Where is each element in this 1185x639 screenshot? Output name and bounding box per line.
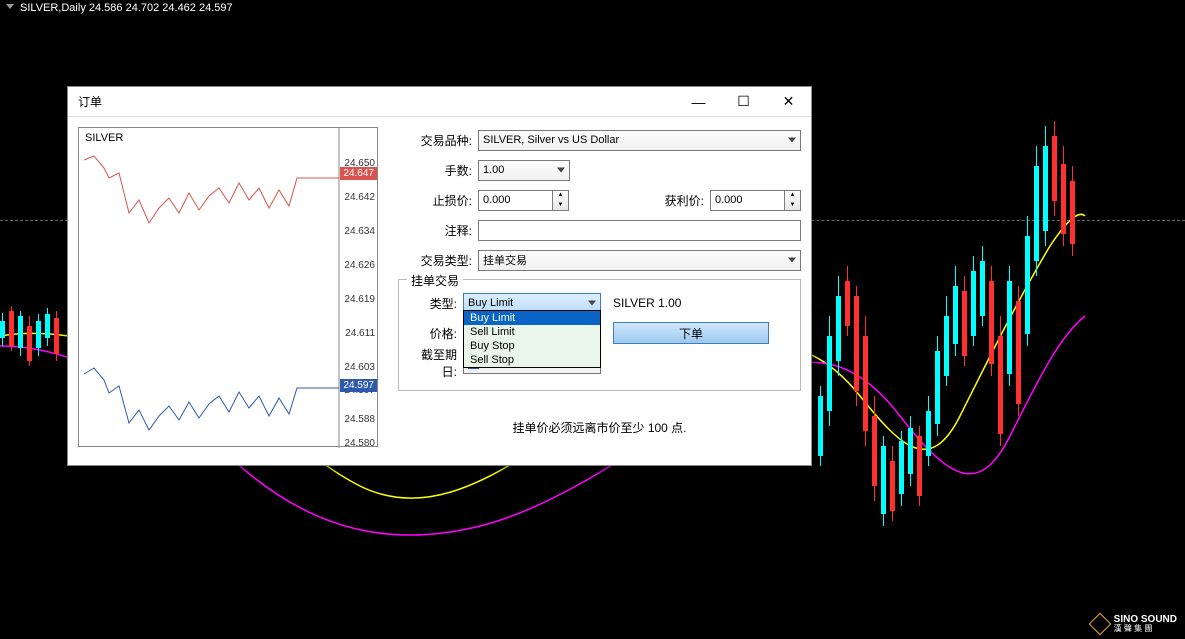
expiry-label: 截至期日: [407,346,463,380]
chart-menu-arrow-icon[interactable] [6,4,14,9]
dialog-titlebar[interactable]: 订单 — ☐ ✕ [68,87,811,117]
submit-order-button[interactable]: 下单 [613,322,769,344]
minimize-button[interactable]: — [676,87,721,117]
caret-down-icon [557,168,565,173]
symbol-label: 交易品种: [398,132,478,149]
chart-symbol-title: SILVER,Daily 24.586 24.702 24.462 24.597 [20,2,233,14]
pendtype-option[interactable]: Buy Stop [464,339,600,353]
pending-order-fieldset: 挂单交易 类型: Buy Limit SILVER 1.00 价格: 下单 [398,279,801,391]
yaxis-tick: 24.603 [344,362,375,373]
price-label: 价格: [407,325,463,342]
lots-value: 1.00 [483,164,504,176]
mini-tick-chart: SILVER 24.65024.64224.63424.62624.61924.… [78,127,378,447]
order-dialog: 订单 — ☐ ✕ SILVER 24.65024.64224.63424.626… [67,86,812,466]
pendtype-option[interactable]: Buy Limit [464,311,600,325]
lots-select[interactable]: 1.00 [478,160,570,181]
caret-down-icon [588,301,596,306]
stoploss-label: 止损价: [398,192,478,209]
takeprofit-input[interactable]: 0.000 [710,190,785,211]
logo-text-line2: 漢 聲 集 團 [1114,625,1177,633]
yaxis-tick: 24.634 [344,226,375,237]
comment-input[interactable] [478,220,801,241]
pendtype-option[interactable]: Sell Stop [464,353,600,367]
logo-mark-icon [1088,613,1111,636]
symbol-select-value: SILVER, Silver vs US Dollar [483,134,619,146]
yaxis-tick: 24.626 [344,260,375,271]
lots-label: 手数: [398,162,478,179]
spinner-buttons[interactable]: ▲▼ [553,190,569,211]
price-tag: 24.647 [340,167,377,180]
pendtype-label: 类型: [407,295,463,312]
yaxis-tick: 24.642 [344,192,375,203]
symbol-select[interactable]: SILVER, Silver vs US Dollar [478,130,801,151]
comment-label: 注释: [398,222,478,239]
stoploss-spinner[interactable]: 0.000 ▲▼ [478,190,569,211]
yaxis-tick: 24.588 [344,414,375,425]
spinner-buttons[interactable]: ▲▼ [785,190,801,211]
pendtype-value: Buy Limit [468,297,513,309]
order-form: 交易品种: SILVER, Silver vs US Dollar 手数: 1.… [378,127,801,455]
stoploss-input[interactable]: 0.000 [478,190,553,211]
pendtype-option[interactable]: Sell Limit [464,325,600,339]
price-tag: 24.597 [340,379,377,392]
order-note-text: 挂单价必须远离市价至少 100 点. [398,419,801,436]
takeprofit-spinner[interactable]: 0.000 ▲▼ [710,190,801,211]
maximize-button[interactable]: ☐ [721,87,766,117]
fieldset-legend: 挂单交易 [407,272,463,289]
yaxis-tick: 24.619 [344,294,375,305]
pendtype-dropdown-list[interactable]: Buy LimitSell LimitBuy StopSell Stop [463,310,601,368]
brand-logo: SINO SOUND 漢 聲 集 團 [1092,615,1177,633]
yaxis-tick: 24.611 [345,328,375,339]
close-button[interactable]: ✕ [766,87,811,117]
tradetype-value: 挂单交易 [483,252,527,268]
pending-info-text: SILVER 1.00 [613,296,681,310]
takeprofit-label: 获利价: [650,192,710,209]
caret-down-icon [788,138,796,143]
caret-down-icon [788,258,796,263]
tradetype-label: 交易类型: [398,252,478,269]
dialog-title: 订单 [78,93,102,110]
yaxis-tick: 24.580 [344,438,375,449]
tradetype-select[interactable]: 挂单交易 [478,250,801,271]
